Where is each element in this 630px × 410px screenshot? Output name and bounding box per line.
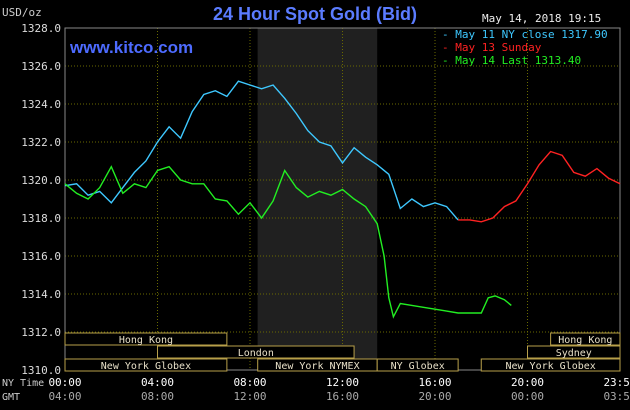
y-tick-label: 1322.0 — [21, 136, 61, 149]
x-tick-label-gmt: 12:00 — [233, 390, 266, 403]
x-tick-label-gmt: 03:59 — [603, 390, 630, 403]
legend-item-sunday: - May 13 Sunday — [442, 41, 541, 54]
y-tick-label: 1312.0 — [21, 326, 61, 339]
timestamp: May 14, 2018 19:15 — [482, 12, 602, 25]
legend-swatch: - — [442, 54, 449, 67]
nymex-session-shade — [257, 28, 378, 370]
y-tick-label: 1320.0 — [21, 174, 61, 187]
x-tick-label-ny: 00:00 — [48, 376, 81, 389]
x-tick-label-ny: 20:00 — [511, 376, 544, 389]
x-tick-label-gmt: 00:00 — [511, 390, 544, 403]
series-line — [458, 150, 621, 223]
market-session-label: Hong Kong — [558, 335, 612, 346]
market-session-box — [550, 332, 621, 346]
market-session-label: Hong Kong — [119, 335, 173, 346]
site-url[interactable]: www.kitco.com — [70, 38, 194, 57]
market-session-label: New York Globex — [101, 361, 191, 372]
market-session-box — [64, 332, 228, 346]
y-tick-label: 1318.0 — [21, 212, 61, 225]
legend-label: May 11 NY close 1317.90 — [455, 28, 608, 41]
market-session-label: New York Globex — [505, 361, 595, 372]
market-session-box — [376, 358, 459, 372]
x-tick-label-ny: 04:00 — [141, 376, 174, 389]
legend-swatch: - — [442, 41, 449, 54]
chart-title: 24 Hour Spot Gold (Bid) — [213, 4, 417, 24]
legend-item-last: - May 14 Last 1313.40 — [442, 54, 581, 67]
series-line — [64, 165, 512, 319]
x-tick-label-ny: 23:59 — [603, 376, 630, 389]
market-session-box — [527, 345, 621, 359]
x-tick-label-gmt: 16:00 — [326, 390, 359, 403]
market-session-box — [480, 358, 621, 372]
market-session-label: Sydney — [556, 348, 592, 359]
y-tick-label: 1314.0 — [21, 288, 61, 301]
market-session-box — [64, 358, 228, 372]
x-tick-label-ny: 12:00 — [326, 376, 359, 389]
y-tick-label: 1328.0 — [21, 22, 61, 35]
x-tick-label-gmt: 20:00 — [418, 390, 451, 403]
ny-time-label: NY Time — [2, 378, 45, 389]
market-session-label: London — [238, 348, 274, 359]
unit-label: USD/oz — [2, 6, 42, 19]
x-tick-label-ny: 08:00 — [233, 376, 266, 389]
series-line — [64, 80, 459, 221]
y-tick-label: 1326.0 — [21, 60, 61, 73]
market-session-label: New York NYMEX — [275, 361, 359, 372]
legend-label: May 14 Last 1313.40 — [455, 54, 582, 67]
x-tick-label-gmt: 04:00 — [48, 390, 81, 403]
x-tick-label-gmt: 08:00 — [141, 390, 174, 403]
y-tick-label: 1310.0 — [21, 364, 61, 377]
market-session-box — [157, 345, 355, 359]
legend-swatch: - — [442, 28, 449, 41]
legend-label: May 13 Sunday — [455, 41, 542, 54]
gmt-label: GMT — [2, 392, 21, 403]
y-tick-label: 1316.0 — [21, 250, 61, 263]
market-session-label: NY Globex — [391, 361, 445, 372]
x-tick-label-ny: 16:00 — [418, 376, 451, 389]
y-tick-label: 1324.0 — [21, 98, 61, 111]
legend-item-ny-close: - May 11 NY close 1317.90 — [442, 28, 608, 41]
